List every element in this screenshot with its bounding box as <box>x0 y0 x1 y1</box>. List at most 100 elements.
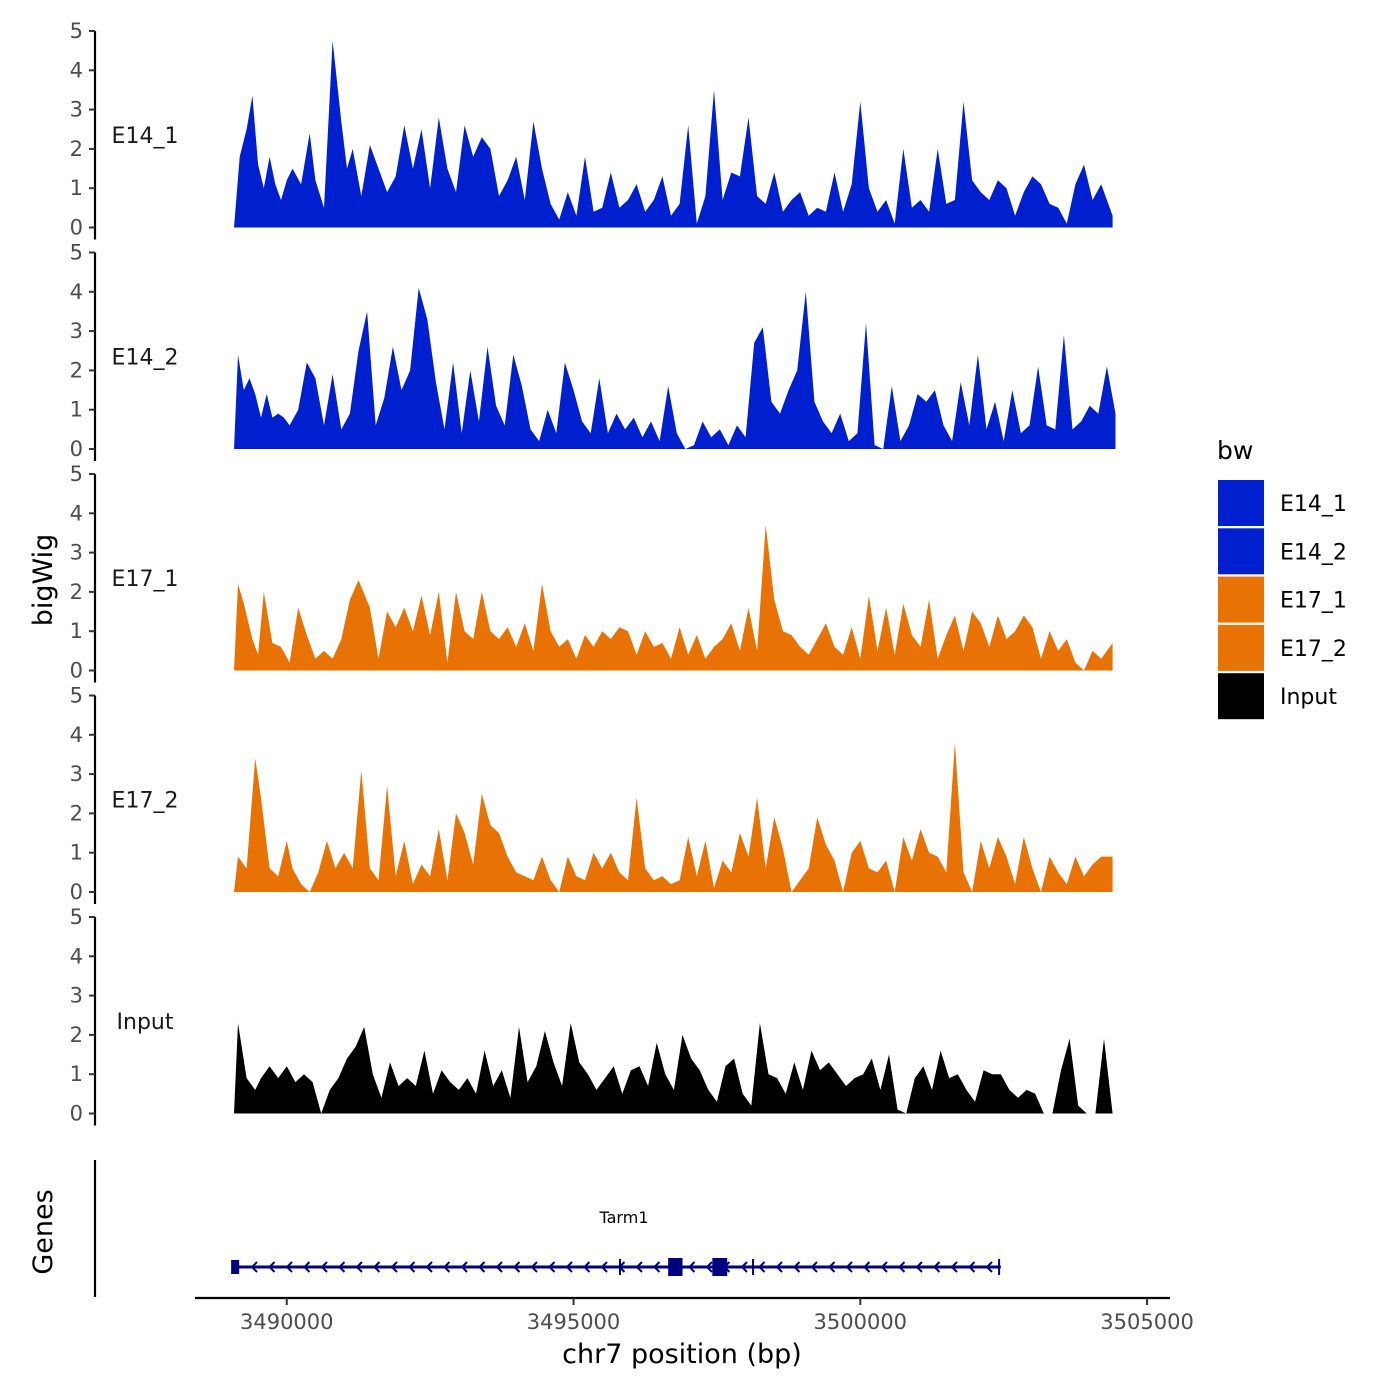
track-label: E17_2 <box>112 789 179 814</box>
legend-title: bw <box>1217 436 1253 465</box>
x-tick-label: 3500000 <box>814 1310 908 1334</box>
legend-label: E14_2 <box>1280 540 1347 565</box>
strand-arrow <box>828 1261 836 1273</box>
y-tick-label: 4 <box>70 58 83 82</box>
strand-arrow <box>338 1261 346 1273</box>
y-tick-label: 5 <box>70 905 83 929</box>
strand-arrow <box>600 1261 608 1273</box>
gene-exon <box>231 1260 240 1274</box>
y-tick-label: 3 <box>70 98 83 122</box>
legend-label: E17_1 <box>1280 589 1347 614</box>
legend-swatch <box>1218 673 1264 720</box>
strand-arrow <box>898 1261 906 1273</box>
legend-label: E14_1 <box>1280 492 1347 517</box>
y-tick-label: 1 <box>70 398 83 422</box>
track-e14-2: 0 1 2 3 4 5 E14_2 <box>70 241 1116 461</box>
legend-swatch <box>1218 624 1264 671</box>
y-tick-label: 3 <box>70 319 83 343</box>
y-tick-label: 1 <box>70 619 83 643</box>
strand-arrow <box>740 1261 748 1273</box>
y-tick-label: 2 <box>70 580 83 604</box>
track-label: E14_1 <box>112 124 179 149</box>
strand-arrow <box>810 1261 818 1273</box>
legend: bw E14_1 E14_2 E17_1 E17_2 Input <box>1217 436 1347 720</box>
y-tick-label: 4 <box>70 501 83 525</box>
strand-arrow <box>513 1261 521 1273</box>
y-tick-label: 1 <box>70 1062 83 1086</box>
y-tick-label: 1 <box>70 176 83 200</box>
strand-arrow <box>548 1261 556 1273</box>
y-tick-label: 0 <box>70 216 83 240</box>
strand-arrow <box>705 1261 713 1273</box>
y-tick-label: 3 <box>70 762 83 786</box>
strand-arrow <box>775 1261 783 1273</box>
coverage-area-e17-1 <box>234 525 1113 671</box>
strand-arrow <box>408 1261 416 1273</box>
strand-arrow <box>390 1261 398 1273</box>
y-tick-label: 2 <box>70 1023 83 1047</box>
x-tick-label: 3490000 <box>240 1310 334 1334</box>
track-e14-1: 0 1 2 3 4 5 E14_1 <box>70 19 1113 240</box>
strand-arrow <box>250 1261 258 1273</box>
coverage-tracks: 0 1 2 3 4 5 E14_1 0 1 2 3 4 5 E14_2 0 1 2 3 4 5 E17_1 0 1 2 3 4 5 E… <box>70 19 1116 1126</box>
strand-arrow <box>443 1261 451 1273</box>
strand-arrow <box>460 1261 468 1273</box>
strand-arrow <box>285 1261 293 1273</box>
strand-arrow <box>268 1261 276 1273</box>
y-tick-label: 2 <box>70 358 83 382</box>
track-e17-2: 0 1 2 3 4 5 E17_2 <box>70 684 1113 904</box>
gene-exon <box>712 1258 728 1276</box>
y-tick-label: 4 <box>70 280 83 304</box>
strand-arrow <box>653 1261 661 1273</box>
coverage-area-e17-2 <box>234 742 1113 892</box>
track-label: E14_2 <box>112 346 179 371</box>
x-tick-label: 3495000 <box>527 1310 621 1334</box>
y-tick-label: 5 <box>70 241 83 265</box>
legend-label: E17_2 <box>1280 637 1347 662</box>
strand-arrow <box>758 1261 766 1273</box>
y-tick-label: 4 <box>70 944 83 968</box>
strand-arrow <box>583 1261 591 1273</box>
strand-arrow <box>863 1261 871 1273</box>
strand-arrow <box>355 1261 363 1273</box>
strand-arrow <box>880 1261 888 1273</box>
y-tick-label: 0 <box>70 1102 83 1126</box>
y-tick-label: 3 <box>70 984 83 1008</box>
y-tick-label: 2 <box>70 137 83 161</box>
gene-exon <box>668 1258 683 1276</box>
x-tick-label: 3505000 <box>1100 1310 1194 1334</box>
legend-swatch <box>1218 480 1264 526</box>
strand-arrow <box>845 1261 853 1273</box>
track-label: Input <box>117 1010 174 1035</box>
strand-arrow <box>565 1261 573 1273</box>
strand-arrow <box>635 1261 643 1273</box>
y-tick-label: 0 <box>70 880 83 904</box>
x-axis: 3490000 3495000 3500000 3505000 <box>195 1296 1194 1334</box>
y-tick-label: 1 <box>70 841 83 865</box>
coverage-area-e14-1 <box>234 40 1113 228</box>
strand-arrow <box>950 1261 958 1273</box>
strand-arrow <box>425 1261 433 1273</box>
strand-arrow <box>933 1261 941 1273</box>
strand-arrows <box>250 1261 993 1273</box>
track-input: 0 1 2 3 4 5 Input <box>70 905 1113 1126</box>
strand-arrow <box>303 1261 311 1273</box>
y-tick-label: 4 <box>70 723 83 747</box>
track-label: E17_1 <box>112 567 179 592</box>
y-tick-label: 2 <box>70 801 83 825</box>
x-axis-title: chr7 position (bp) <box>562 1339 802 1370</box>
y-tick-label: 0 <box>70 659 83 683</box>
coverage-area-input <box>234 1023 1113 1114</box>
y-tick-label: 5 <box>70 19 83 43</box>
y-axis-title: bigWig <box>28 534 59 627</box>
strand-arrow <box>373 1261 381 1273</box>
strand-arrow <box>688 1261 696 1273</box>
strand-arrow <box>320 1261 328 1273</box>
strand-arrow <box>495 1261 503 1273</box>
strand-arrow <box>530 1261 538 1273</box>
legend-swatch <box>1218 528 1264 575</box>
gene-label: Tarm1 <box>599 1208 649 1227</box>
strand-arrow <box>915 1261 923 1273</box>
legend-label: Input <box>1280 685 1337 710</box>
